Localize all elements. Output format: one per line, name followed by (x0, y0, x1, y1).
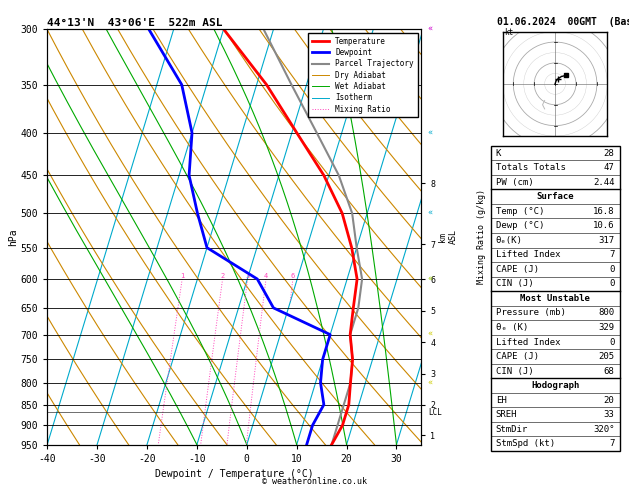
Text: K: K (496, 149, 501, 157)
Text: 7: 7 (609, 250, 615, 260)
Text: 68: 68 (604, 366, 615, 376)
Legend: Temperature, Dewpoint, Parcel Trajectory, Dry Adiabat, Wet Adiabat, Isotherm, Mi: Temperature, Dewpoint, Parcel Trajectory… (308, 33, 418, 117)
Text: StmSpd (kt): StmSpd (kt) (496, 439, 555, 448)
Text: 2.44: 2.44 (593, 178, 615, 187)
Text: 0: 0 (609, 279, 615, 288)
Text: 3: 3 (245, 273, 250, 279)
Text: kt: kt (504, 28, 513, 37)
Text: Temp (°C): Temp (°C) (496, 207, 544, 216)
Text: «: « (428, 209, 433, 218)
Text: CAPE (J): CAPE (J) (496, 265, 539, 274)
Text: 317: 317 (598, 236, 615, 245)
Text: StmDir: StmDir (496, 425, 528, 434)
Text: 47: 47 (604, 163, 615, 172)
Text: Hodograph: Hodograph (531, 381, 579, 390)
Text: Totals Totals: Totals Totals (496, 163, 565, 172)
Text: CIN (J): CIN (J) (496, 279, 533, 288)
Text: Surface: Surface (537, 192, 574, 201)
Text: Lifted Index: Lifted Index (496, 250, 560, 260)
Text: 01.06.2024  00GMT  (Base: 00): 01.06.2024 00GMT (Base: 00) (497, 17, 629, 27)
Text: «: « (428, 330, 433, 339)
X-axis label: Dewpoint / Temperature (°C): Dewpoint / Temperature (°C) (155, 469, 314, 479)
Text: 28: 28 (604, 149, 615, 157)
Text: 0: 0 (609, 265, 615, 274)
Text: 7: 7 (609, 439, 615, 448)
Text: 0: 0 (609, 337, 615, 347)
Text: 44°13'N  43°06'E  522m ASL: 44°13'N 43°06'E 522m ASL (47, 18, 223, 28)
Text: «: « (428, 275, 433, 283)
Text: CAPE (J): CAPE (J) (496, 352, 539, 361)
Y-axis label: hPa: hPa (8, 228, 18, 246)
Text: «: « (428, 378, 433, 387)
Text: 4: 4 (264, 273, 268, 279)
Text: Mixing Ratio (g/kg): Mixing Ratio (g/kg) (477, 190, 486, 284)
Text: 10.6: 10.6 (593, 221, 615, 230)
Text: Lifted Index: Lifted Index (496, 337, 560, 347)
Text: 1: 1 (180, 273, 184, 279)
Text: 320°: 320° (593, 425, 615, 434)
Text: 20: 20 (604, 396, 615, 405)
Text: © weatheronline.co.uk: © weatheronline.co.uk (262, 477, 367, 486)
Text: CIN (J): CIN (J) (496, 366, 533, 376)
Text: 33: 33 (604, 410, 615, 419)
Text: Dewp (°C): Dewp (°C) (496, 221, 544, 230)
Text: EH: EH (496, 396, 506, 405)
Text: LCL: LCL (428, 408, 442, 417)
Text: 205: 205 (598, 352, 615, 361)
Text: 2: 2 (221, 273, 225, 279)
Text: 329: 329 (598, 323, 615, 332)
Text: θₑ(K): θₑ(K) (496, 236, 523, 245)
Text: 16.8: 16.8 (593, 207, 615, 216)
Text: «: « (428, 128, 433, 138)
Text: Pressure (mb): Pressure (mb) (496, 309, 565, 317)
Text: SREH: SREH (496, 410, 517, 419)
Text: 6: 6 (291, 273, 295, 279)
Y-axis label: km
ASL: km ASL (438, 229, 458, 244)
Text: Most Unstable: Most Unstable (520, 294, 590, 303)
Text: 800: 800 (598, 309, 615, 317)
Text: «: « (428, 25, 433, 34)
Text: θₑ (K): θₑ (K) (496, 323, 528, 332)
Text: PW (cm): PW (cm) (496, 178, 533, 187)
